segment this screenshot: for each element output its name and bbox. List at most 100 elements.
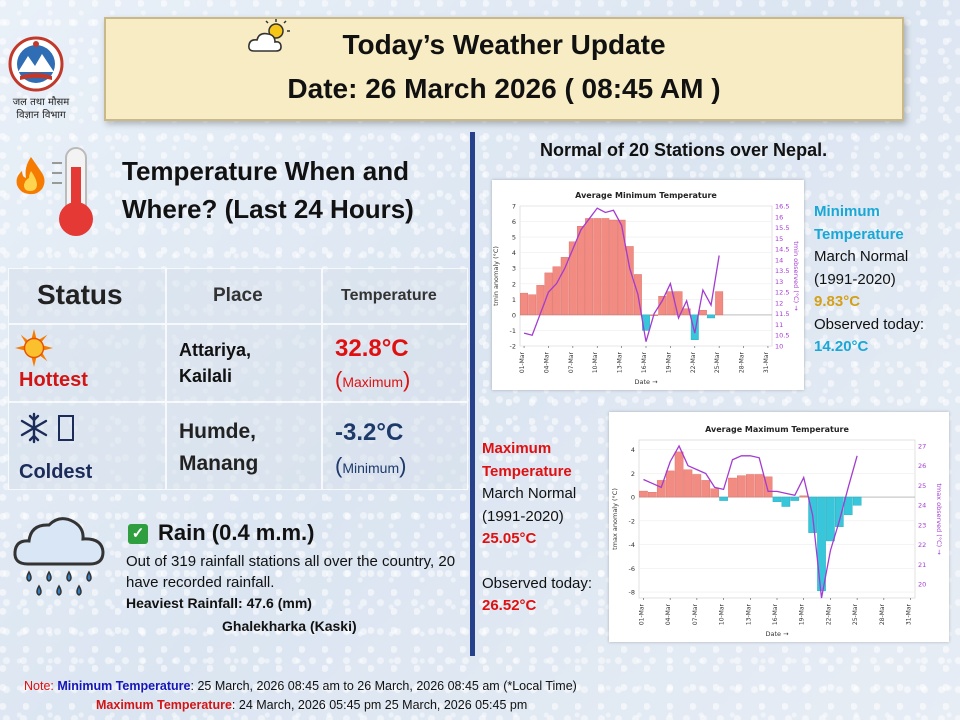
chart-title: Average Maximum Temperature xyxy=(705,425,849,434)
heaviest-rainfall: Heaviest Rainfall: 47.6 (mm) xyxy=(126,595,312,611)
anomaly-bar xyxy=(617,219,626,316)
y-tick-label: -2 xyxy=(510,343,516,351)
anomaly-bar xyxy=(745,474,755,498)
observed-line xyxy=(643,444,858,599)
note-label: Note: xyxy=(24,679,54,693)
note-max-label: Maximum Temperature xyxy=(96,698,232,712)
anomaly-bar xyxy=(593,218,602,316)
x-tick-label: 31-Mar xyxy=(906,603,913,625)
anomaly-bar xyxy=(781,496,791,507)
anomaly-bar xyxy=(799,495,809,498)
max-info-observed-label: Observed today: xyxy=(482,574,593,592)
y-tick-label: 7 xyxy=(512,203,516,211)
anomaly-bar xyxy=(817,496,826,592)
max-info-observed-value: 26.52°C xyxy=(482,597,537,614)
y-tick-label: 3 xyxy=(512,265,516,273)
column-header-temperature: Temperature xyxy=(341,287,437,304)
anomaly-bar xyxy=(701,480,711,498)
anomaly-bar xyxy=(698,310,707,316)
y-right-tick-label: 16.5 xyxy=(775,203,789,211)
temp-value-hottest: 32.8°C xyxy=(335,335,409,362)
x-tick-label: 19-Mar xyxy=(799,603,806,625)
y-right-tick-label: 15 xyxy=(775,235,783,243)
max-info-normal-value: 25.05°C xyxy=(482,530,537,547)
anomaly-bar xyxy=(843,496,853,516)
x-axis-label: Date → xyxy=(634,378,658,386)
header-cell-place: Place xyxy=(166,268,322,324)
y-right-tick-label: 26 xyxy=(918,462,926,470)
y-right-tick-label: 20 xyxy=(918,581,926,589)
status-cell-coldest: Coldest xyxy=(8,402,166,490)
fire-icon xyxy=(16,157,45,195)
place-cell-hottest: Attariya, Kailali xyxy=(166,324,322,402)
anomaly-bar xyxy=(728,477,737,498)
section-divider xyxy=(470,132,475,656)
note-min-label: Minimum Temperature xyxy=(57,679,191,693)
x-tick-label: 01-Mar xyxy=(638,603,645,625)
anomaly-bar xyxy=(772,496,782,502)
paren-open-coldest: ( xyxy=(335,453,343,478)
y-tick-label: 4 xyxy=(512,249,516,257)
x-tick-label: 16-Mar xyxy=(641,351,648,373)
y-tick-label: 2 xyxy=(512,280,516,288)
temp-note-hottest: (Maximum) xyxy=(335,367,410,393)
chart-title: Average Minimum Temperature xyxy=(575,191,717,200)
footer-note-min: Note: Minimum Temperature: 25 March, 202… xyxy=(24,679,577,693)
note-text-hottest: Maximum xyxy=(342,374,403,390)
date-line: Date: 26 March 2026 ( 08:45 AM ) xyxy=(287,73,721,104)
anomaly-bar xyxy=(852,496,862,506)
temp-cell-coldest: -3.2°C (Minimum) xyxy=(322,402,468,490)
cloud-sun-icon xyxy=(248,19,290,52)
sun-icon xyxy=(15,329,53,367)
y-tick-label: -8 xyxy=(629,589,635,597)
y-axis-label-left: tmax anomaly (°C) xyxy=(611,488,619,550)
note-min-text: : 25 March, 2026 08:45 am to 26 March, 2… xyxy=(190,679,577,693)
min-info-observed-label: Observed today: xyxy=(814,315,925,333)
paren-close-hottest: ) xyxy=(403,367,411,392)
snowflake-icon xyxy=(20,412,74,444)
header-cell-status: Status xyxy=(8,268,166,324)
y-tick-label: 0 xyxy=(631,494,635,502)
y-right-tick-label: 12 xyxy=(775,299,783,307)
y-right-tick-label: 27 xyxy=(918,442,926,450)
y-tick-label: 5 xyxy=(512,234,516,242)
y-right-tick-label: 23 xyxy=(918,521,926,529)
y-right-tick-label: 10 xyxy=(775,343,783,351)
check-icon: ✓ xyxy=(128,524,148,544)
max-temp-info: Maximum Temperature March Normal (1991-2… xyxy=(482,438,612,618)
y-tick-label: 4 xyxy=(631,446,635,454)
status-label-coldest: Coldest xyxy=(19,461,93,483)
anomaly-bar xyxy=(790,496,800,501)
x-tick-label: 04-Mar xyxy=(543,351,550,373)
header-cell-temperature: Temperature xyxy=(322,268,468,324)
max-info-spacer xyxy=(482,551,612,573)
min-info-title-line2: Temperature xyxy=(814,225,904,243)
x-axis-label: Date → xyxy=(765,630,789,638)
paren-open-hottest: ( xyxy=(335,367,343,392)
y-right-tick-label: 22 xyxy=(918,541,926,549)
x-tick-label: 13-Mar xyxy=(745,603,752,625)
note-text-coldest: Minimum xyxy=(342,460,400,476)
rain-title-text: Rain (0.4 m.m.) xyxy=(158,520,315,545)
x-tick-label: 25-Mar xyxy=(852,603,859,625)
x-tick-label: 07-Mar xyxy=(692,603,699,625)
anomaly-bar xyxy=(754,474,764,498)
max-temp-chart-panel: Average Maximum Temperature -8 -6 -4 -2 0 2 4 20… xyxy=(609,412,949,642)
heaviest-rainfall-place: Ghalekharka (Kaski) xyxy=(222,618,357,634)
anomaly-bar xyxy=(674,451,684,498)
anomaly-bar xyxy=(835,496,844,527)
temperature-heading: Temperature When and Where? (Last 24 Hou… xyxy=(122,156,414,224)
x-tick-label: 10-Mar xyxy=(719,603,726,625)
min-info-normal-label: March Normal xyxy=(814,248,909,265)
anomaly-bar xyxy=(520,292,529,316)
plot-area xyxy=(638,439,916,599)
anomaly-bar xyxy=(692,474,702,498)
x-tick-label: 07-Mar xyxy=(568,351,575,373)
thermometer-icon xyxy=(52,147,93,236)
temp-note-coldest: (Minimum) xyxy=(335,453,406,479)
status-cell-hottest: Hottest xyxy=(8,324,166,402)
anomaly-bar xyxy=(715,291,724,316)
max-temp-chart: Average Maximum Temperature-8-6-4-202420… xyxy=(611,425,943,638)
min-info-observed-value: 14.20°C xyxy=(814,338,869,355)
temp-cell-hottest: 32.8°C (Maximum) xyxy=(322,324,468,402)
